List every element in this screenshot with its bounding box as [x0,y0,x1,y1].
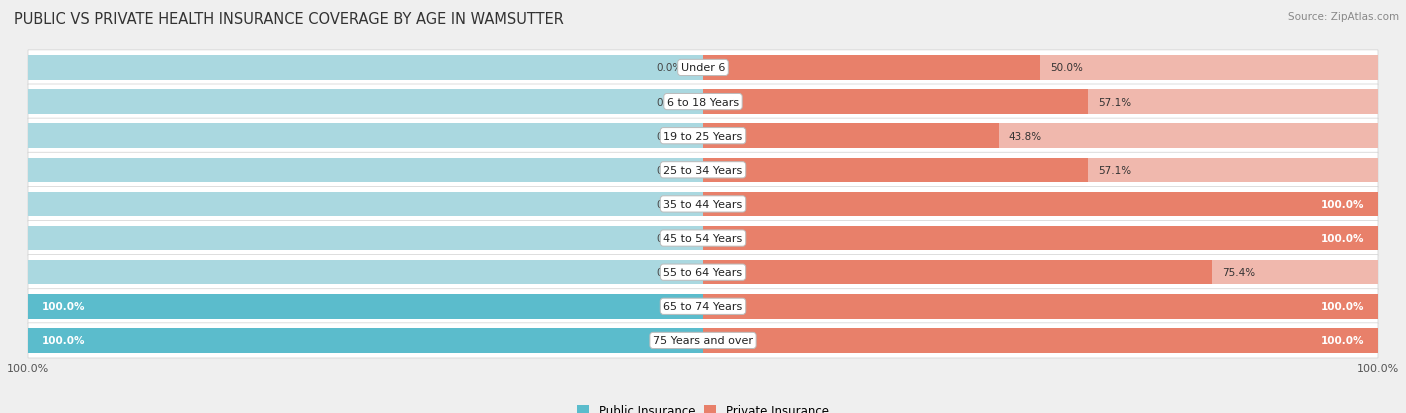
Text: Source: ZipAtlas.com: Source: ZipAtlas.com [1288,12,1399,22]
Bar [28,192,703,217]
Bar [28,90,703,114]
FancyBboxPatch shape [28,221,1378,256]
Text: 25 to 34 Years: 25 to 34 Years [664,166,742,176]
Bar [1088,90,1378,114]
Text: 0.0%: 0.0% [657,166,683,176]
Bar [28,328,703,353]
Text: 0.0%: 0.0% [657,131,683,141]
Text: 57.1%: 57.1% [1098,166,1132,176]
Text: 6 to 18 Years: 6 to 18 Years [666,97,740,107]
Text: 65 to 74 Years: 65 to 74 Years [664,301,742,311]
Bar [703,90,1088,114]
Text: 43.8%: 43.8% [1008,131,1042,141]
Bar [1088,158,1378,183]
Bar [1212,260,1378,285]
Text: 0.0%: 0.0% [657,268,683,278]
Text: 100.0%: 100.0% [1320,233,1364,243]
Text: 100.0%: 100.0% [1320,301,1364,311]
Bar [28,294,703,319]
FancyBboxPatch shape [28,255,1378,290]
Text: 0.0%: 0.0% [657,97,683,107]
Text: 57.1%: 57.1% [1098,97,1132,107]
FancyBboxPatch shape [28,187,1378,222]
FancyBboxPatch shape [28,119,1378,154]
Text: Under 6: Under 6 [681,63,725,73]
Bar [28,226,703,251]
FancyBboxPatch shape [28,289,1378,324]
Text: 100.0%: 100.0% [42,336,86,346]
Text: 100.0%: 100.0% [1320,199,1364,209]
FancyBboxPatch shape [28,85,1378,120]
FancyBboxPatch shape [28,51,1378,86]
Bar [703,226,1378,251]
Text: 0.0%: 0.0% [657,63,683,73]
Bar [703,192,1378,217]
Text: 35 to 44 Years: 35 to 44 Years [664,199,742,209]
FancyBboxPatch shape [28,323,1378,358]
Text: 0.0%: 0.0% [657,233,683,243]
Bar [998,124,1378,149]
Text: PUBLIC VS PRIVATE HEALTH INSURANCE COVERAGE BY AGE IN WAMSUTTER: PUBLIC VS PRIVATE HEALTH INSURANCE COVER… [14,12,564,27]
Legend: Public Insurance, Private Insurance: Public Insurance, Private Insurance [572,399,834,413]
Bar [703,158,1088,183]
Bar [28,260,703,285]
Text: 45 to 54 Years: 45 to 54 Years [664,233,742,243]
Text: 75 Years and over: 75 Years and over [652,336,754,346]
Bar [1040,56,1378,81]
Bar [703,124,998,149]
Bar [703,294,1378,319]
Bar [28,56,703,81]
Text: 0.0%: 0.0% [657,199,683,209]
Text: 55 to 64 Years: 55 to 64 Years [664,268,742,278]
Text: 75.4%: 75.4% [1222,268,1256,278]
Text: 100.0%: 100.0% [42,301,86,311]
Bar [28,124,703,149]
Text: 19 to 25 Years: 19 to 25 Years [664,131,742,141]
Text: 50.0%: 50.0% [1050,63,1084,73]
FancyBboxPatch shape [28,153,1378,188]
Bar [703,328,1378,353]
Text: 100.0%: 100.0% [1320,336,1364,346]
Bar [703,56,1040,81]
Bar [703,260,1212,285]
Bar [28,158,703,183]
